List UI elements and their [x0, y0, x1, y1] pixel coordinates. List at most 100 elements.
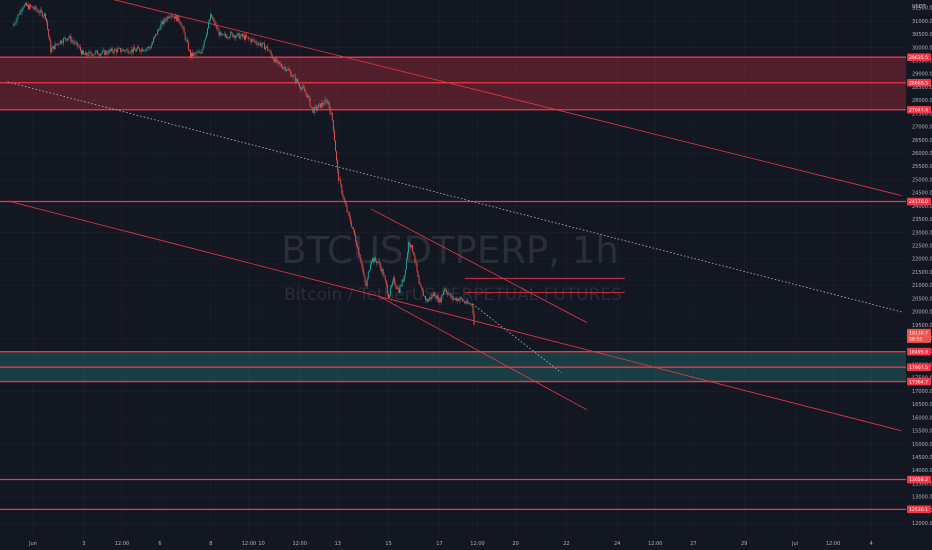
- candle-body: [465, 302, 467, 304]
- candle-body: [287, 68, 289, 71]
- candle-body: [384, 275, 386, 281]
- candle-body: [59, 40, 61, 44]
- candle-body: [22, 7, 24, 9]
- candle-body: [255, 41, 257, 44]
- candle-body: [326, 100, 328, 103]
- candle-body: [276, 60, 278, 63]
- watermark: BTCUSDTPERP, 1h Bitcoin / TetherUS PERPE…: [281, 229, 622, 305]
- candle-body: [96, 50, 98, 55]
- candle-body: [274, 58, 276, 62]
- time-tick-label: 22: [563, 541, 569, 547]
- candle-body: [101, 52, 103, 54]
- price-axis[interactable]: USDT 31500.0 31000.0 30500.0 30000.0 29500.0…: [906, 0, 932, 537]
- candle-body: [85, 52, 87, 56]
- candle-body: [181, 25, 183, 27]
- candle-body: [412, 244, 414, 253]
- candle-body: [360, 257, 362, 263]
- time-axis[interactable]: Jun 3 12:00 6 8 12:00 10 12:00 13 15 17 12:00 20 22 24…: [0, 537, 932, 550]
- candle-body: [185, 39, 187, 41]
- candle-body: [178, 16, 180, 22]
- candle-body: [83, 50, 85, 55]
- candle-body: [54, 43, 56, 50]
- candle-body: [311, 106, 313, 110]
- candle-body: [292, 75, 294, 77]
- candle-body: [50, 40, 52, 53]
- candle-body: [217, 29, 219, 30]
- candle-body: [25, 3, 27, 6]
- candle-body: [338, 170, 340, 181]
- candle-body: [357, 246, 359, 248]
- price-tick-label: 15000.0: [912, 442, 932, 448]
- candle-body: [136, 49, 137, 52]
- price-tick-label: 30000.0: [912, 45, 932, 51]
- candle-body: [102, 50, 104, 53]
- candle-body: [130, 49, 132, 53]
- candle-body: [462, 299, 463, 302]
- candle-body: [252, 39, 254, 40]
- candle-body: [394, 277, 396, 285]
- price-tick-label: 23000.0: [912, 230, 932, 236]
- candle-body: [53, 46, 55, 50]
- candle-body: [452, 296, 454, 300]
- candle-body: [270, 50, 272, 54]
- candle-body: [330, 113, 332, 114]
- candle-body: [39, 9, 41, 14]
- candle-body: [404, 269, 406, 276]
- candle-body: [88, 51, 90, 57]
- candle-body: [137, 47, 139, 50]
- candle-body: [173, 16, 174, 17]
- candle-body: [288, 68, 290, 71]
- candle-body: [445, 289, 446, 291]
- candle-body: [69, 35, 71, 38]
- watermark-subtitle: Bitcoin / TetherUS PERPETUAL FUTURES: [284, 285, 622, 305]
- candle-body: [303, 86, 305, 89]
- candle-body: [356, 241, 358, 247]
- candle-body: [41, 11, 43, 17]
- candle-body: [344, 199, 346, 204]
- time-tick-label: 12:00: [826, 541, 840, 547]
- candle-body: [439, 298, 441, 303]
- candle-body: [464, 301, 466, 303]
- candle-body: [206, 28, 208, 35]
- price-tick-label: 20000.0: [912, 310, 932, 316]
- candle-body: [235, 36, 237, 39]
- candle-body: [387, 293, 389, 298]
- candle-body: [140, 50, 142, 52]
- candle-body: [237, 33, 239, 34]
- candle-body: [84, 54, 86, 56]
- candle-body: [460, 297, 462, 300]
- candle-body: [328, 101, 330, 108]
- candle-body: [245, 35, 246, 40]
- candle-body: [23, 4, 25, 8]
- candle-body: [468, 303, 470, 304]
- candle-body: [333, 130, 335, 141]
- candle-body: [244, 35, 245, 40]
- candle-body: [122, 49, 124, 52]
- candle-body: [422, 290, 424, 296]
- candle-body: [273, 58, 275, 62]
- candle-body: [212, 17, 214, 20]
- candle-body: [310, 106, 312, 107]
- level-price-label: 29635.5: [909, 55, 928, 61]
- candle-body: [428, 299, 430, 302]
- candle-body: [258, 43, 260, 44]
- candle-body: [232, 32, 234, 37]
- candle-body: [251, 39, 253, 43]
- candle-body: [72, 40, 74, 42]
- candle-body: [115, 49, 117, 53]
- candle-body: [418, 277, 420, 284]
- current-price-label: 19130.7: [909, 331, 928, 337]
- candle-body: [431, 294, 433, 299]
- candle-body: [342, 193, 344, 197]
- candle-body: [107, 53, 109, 54]
- candle-body: [110, 48, 112, 51]
- candlesticks: [13, 1, 475, 326]
- candle-body: [396, 286, 398, 290]
- candle-body: [204, 37, 206, 41]
- candle-body: [164, 18, 166, 21]
- candle-body: [175, 15, 177, 19]
- candle-body: [429, 297, 431, 300]
- current-price-badge: [907, 328, 931, 343]
- candle-body: [391, 285, 393, 288]
